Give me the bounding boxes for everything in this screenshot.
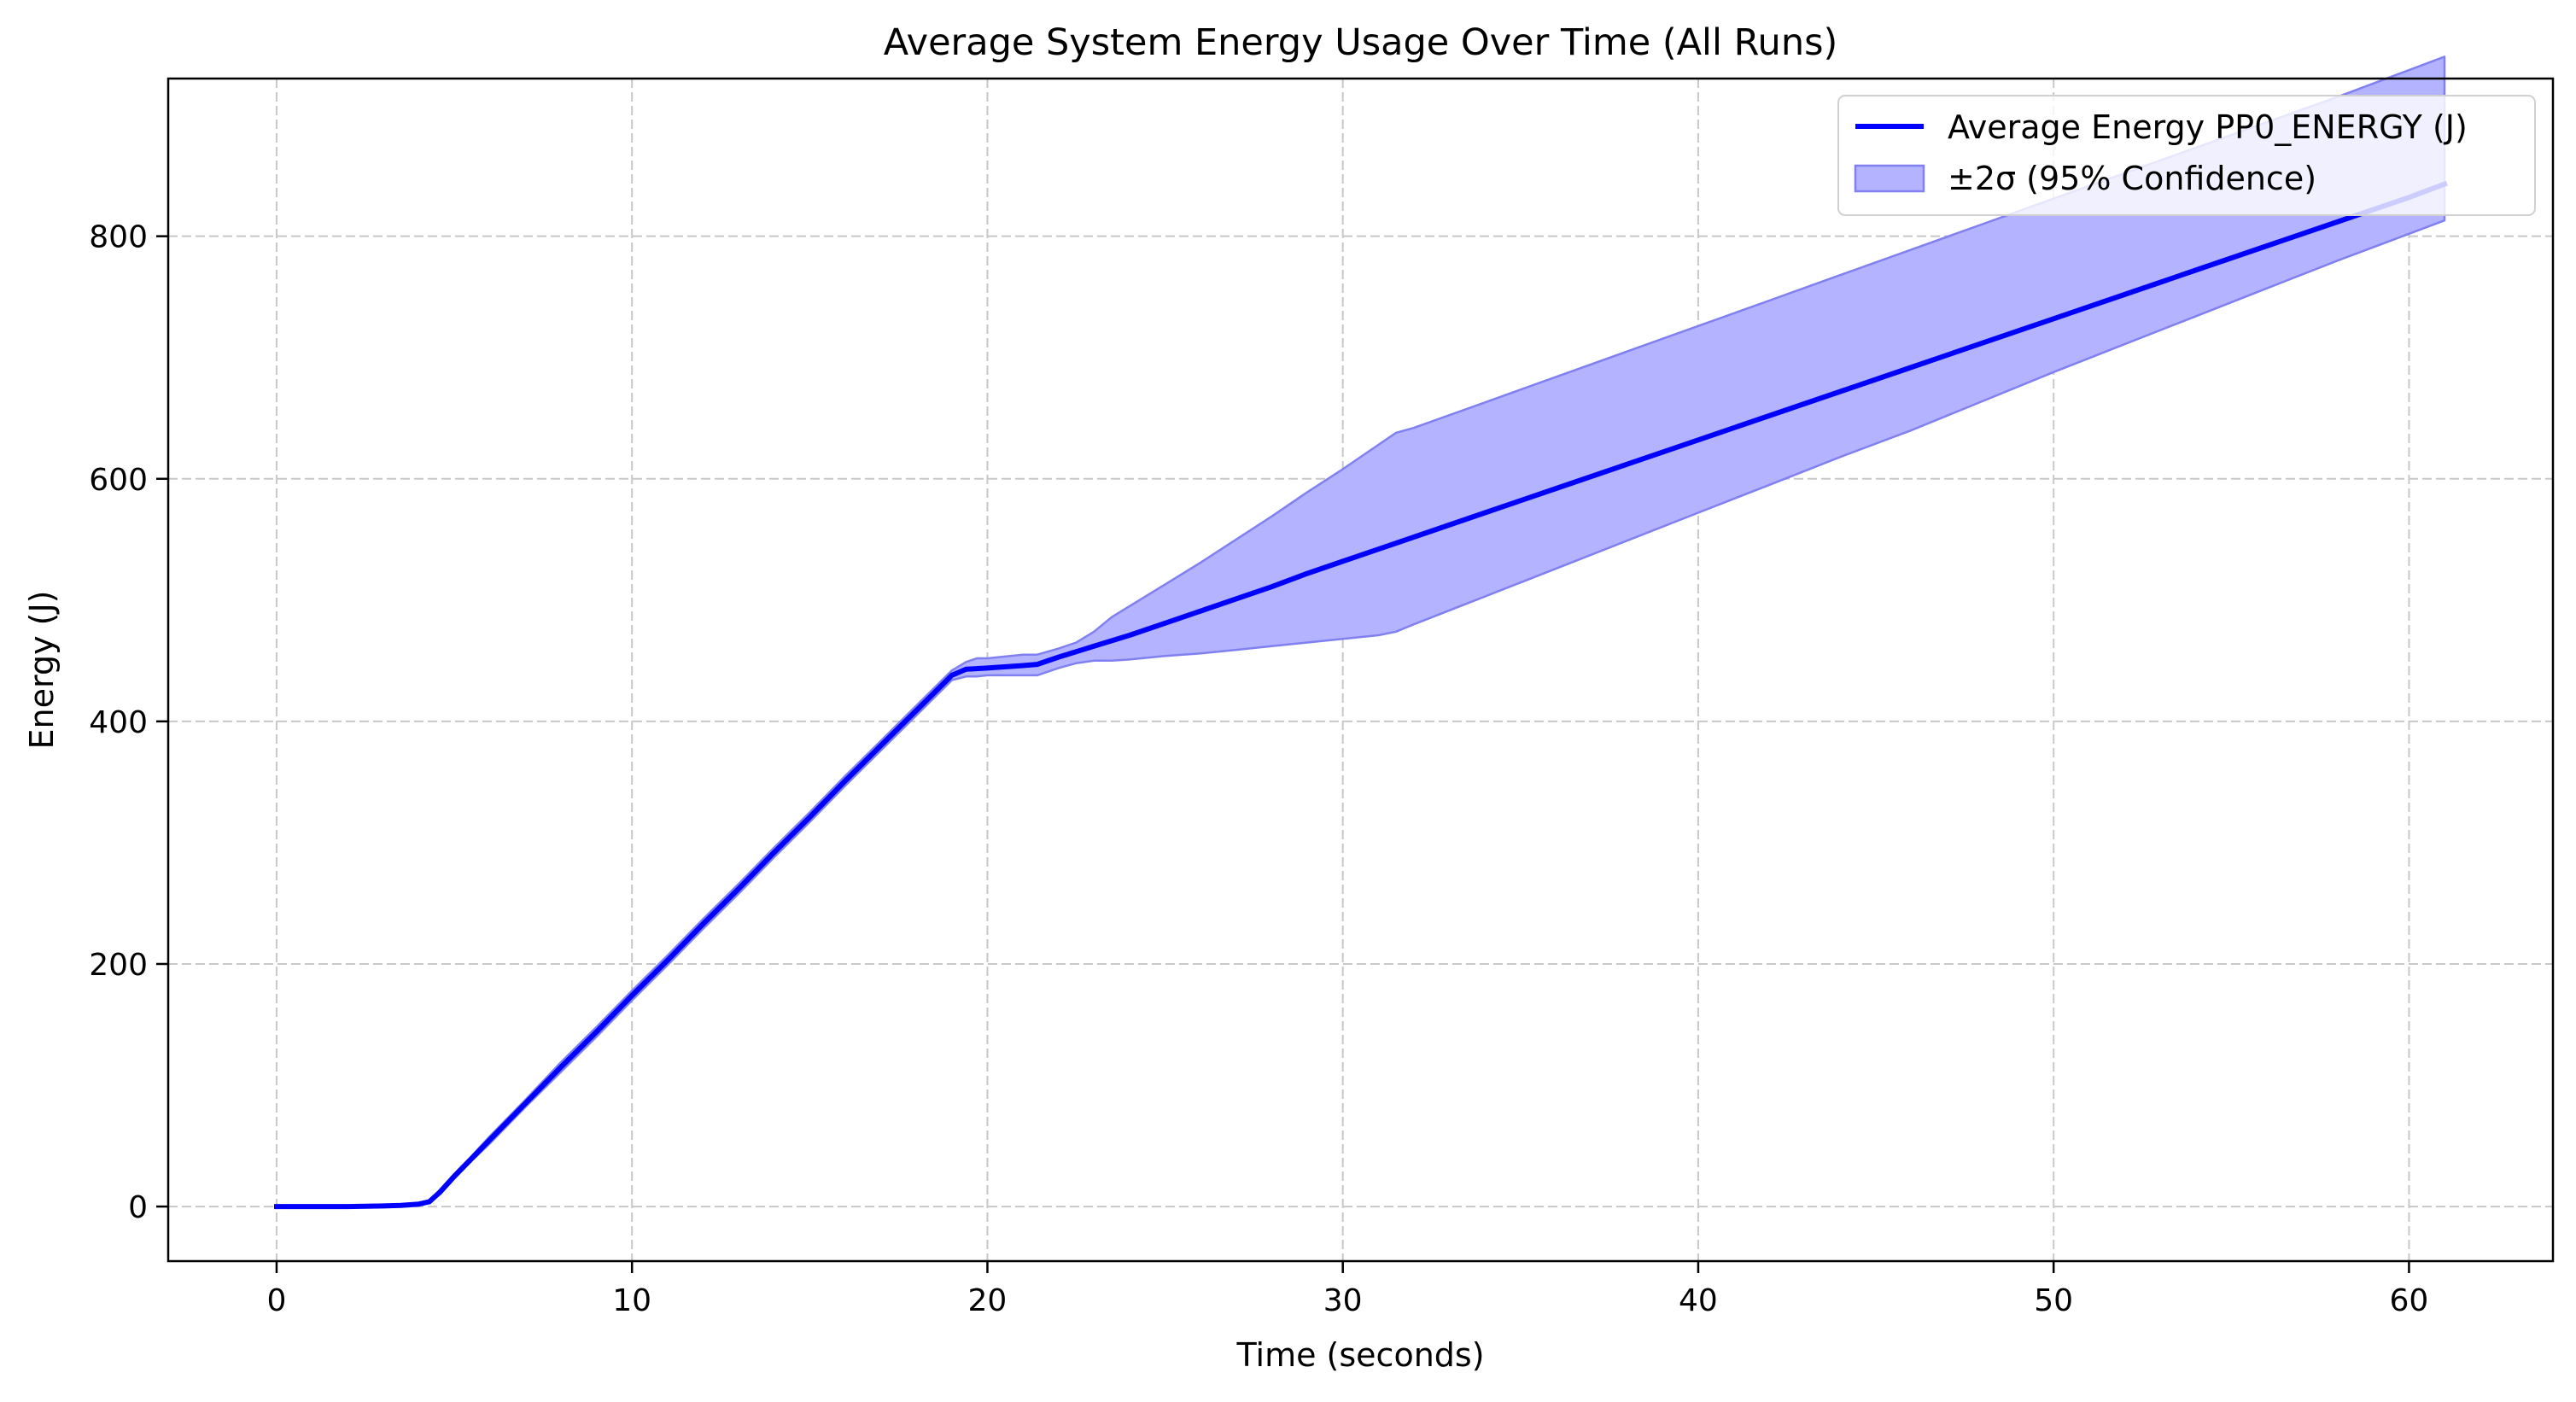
y-tick-label-200: 200	[89, 948, 148, 983]
x-tick-label-60: 60	[2390, 1283, 2429, 1318]
chart-title: Average System Energy Usage Over Time (A…	[884, 21, 1838, 64]
average-line-layer	[274, 180, 2448, 1210]
legend-label-average: Average Energy PP0_ENERGY (J)	[1948, 108, 2468, 146]
legend-label-confidence: ±2σ (95% Confidence)	[1948, 160, 2316, 197]
x-tick-label-20: 20	[968, 1283, 1008, 1318]
y-tick-label-400: 400	[89, 705, 148, 740]
axes-frame-layer	[166, 77, 2555, 1263]
x-tick-label-30: 30	[1323, 1283, 1363, 1318]
y-tick-label-0: 0	[128, 1190, 148, 1225]
x-tick-label-10: 10	[612, 1283, 651, 1318]
average-energy-line	[274, 180, 2448, 1210]
x-tick-label-40: 40	[1679, 1283, 1718, 1318]
x-tick-label-50: 50	[2034, 1283, 2073, 1318]
axes-frame	[166, 77, 2555, 1263]
x-tick-label-0: 0	[267, 1283, 287, 1318]
legend: Average Energy PP0_ENERGY (J) ±2σ (95% C…	[1837, 95, 2536, 216]
confidence-band	[275, 55, 2446, 1208]
legend-band-swatch	[1854, 164, 1925, 193]
confidence-band-layer	[275, 55, 2446, 1208]
text-layer: Average System Energy Usage Over Time (A…	[23, 21, 1837, 1374]
legend-box	[1837, 95, 2536, 216]
y-axis-label: Energy (J)	[23, 591, 61, 750]
y-tick-label-800: 800	[89, 220, 148, 255]
x-axis-label: Time (seconds)	[1235, 1336, 1484, 1374]
y-tick-label-600: 600	[89, 463, 148, 498]
